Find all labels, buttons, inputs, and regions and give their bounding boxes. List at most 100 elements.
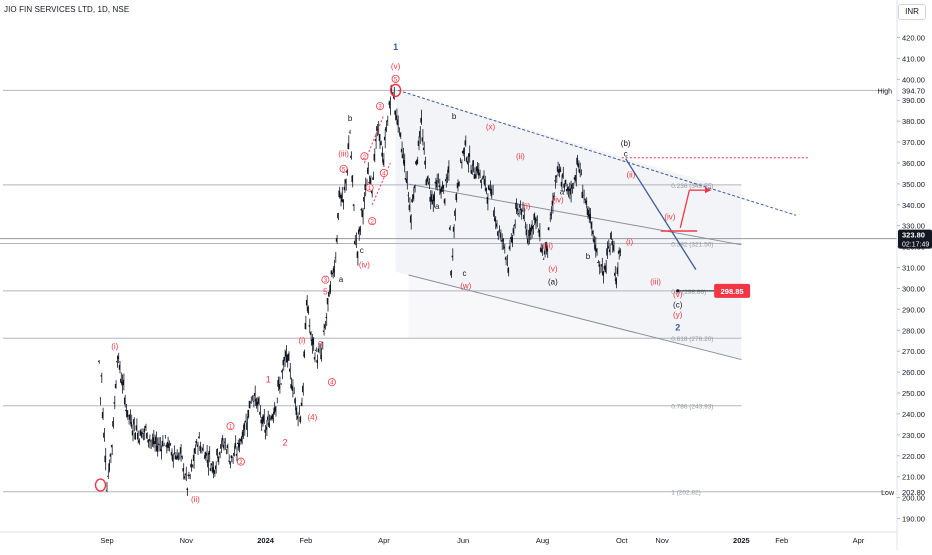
fib-level-label: 1 (202.82)	[671, 490, 701, 497]
wave-label: a	[435, 202, 440, 211]
price-tick-label: 330.00	[902, 222, 925, 231]
wave-label: 1	[266, 375, 271, 385]
price-tick-label: 350.00	[902, 180, 925, 189]
price-target-badge	[714, 283, 751, 298]
wave-label: b	[452, 112, 457, 121]
wave-label: c	[624, 150, 628, 159]
wave-label-circle	[379, 169, 388, 178]
wave-label: b	[348, 114, 353, 123]
fib-level-label: 0.5 (298.86)	[671, 289, 706, 296]
wave-label: 2	[675, 322, 680, 332]
wave-label: b	[586, 252, 591, 261]
price-tick-label: 380.00	[902, 117, 925, 126]
wave-label: (ii)	[626, 171, 635, 180]
price-tick-label: 340.00	[902, 201, 925, 210]
wave-label: (iii)	[542, 242, 553, 251]
price-tick-label: 410.00	[902, 54, 925, 63]
price-tick-label: 250.00	[902, 389, 925, 398]
wave-label-circle	[339, 164, 348, 173]
high-value: 394.70	[902, 86, 925, 95]
price-target-label: 298.85	[721, 287, 744, 296]
channel-lower-line	[408, 274, 742, 361]
wave-label-circle	[365, 183, 374, 192]
wave-label: a	[339, 275, 344, 284]
price-tick-label: 280.00	[902, 326, 925, 335]
time-tick-label: Apr	[853, 536, 865, 545]
time-tick-label: 2025	[733, 536, 750, 545]
wave-label-circle	[327, 378, 336, 387]
fib-level-label: 0.786 (243.93)	[671, 404, 713, 411]
time-tick-label: Jun	[457, 536, 469, 545]
high-ellipse-marker	[389, 83, 402, 98]
wave-label: 3	[318, 340, 323, 349]
wave-label: (v)	[673, 290, 683, 299]
wave-label: (v)	[548, 265, 558, 274]
price-tick-label: 420.00	[902, 33, 925, 42]
wave-label: a	[560, 187, 565, 196]
impulse-dotted-line	[371, 162, 391, 205]
wave-label: (iv)	[553, 196, 564, 205]
wave-label: (ii)	[516, 152, 525, 161]
time-tick-label: Oct	[616, 536, 629, 545]
wave-label: (iv)	[359, 261, 370, 270]
current-price-value: 323.80	[902, 231, 925, 240]
wave-label: 4	[330, 381, 334, 387]
wave-label: (v)	[391, 62, 401, 71]
time-tick-label: Apr	[378, 536, 390, 545]
wave-label: (iii)	[338, 150, 349, 159]
wave-label-circle	[321, 275, 330, 284]
price-tick-label: 400.00	[902, 75, 925, 84]
wave-label-circle	[391, 74, 400, 83]
price-tick-label: 270.00	[902, 347, 925, 356]
wave-label-circle	[368, 217, 377, 226]
price-tick-label: 230.00	[902, 431, 925, 440]
time-tick-label: Feb	[775, 536, 788, 545]
price-tick-label: 390.00	[902, 96, 925, 105]
price-tick-label: 290.00	[902, 305, 925, 314]
wave-label: (y)	[673, 311, 683, 320]
chart-title: JIO FIN SERVICES LTD, 1D, NSE	[4, 5, 130, 14]
fib-box-fill	[408, 184, 742, 339]
price-tick-label: 360.00	[902, 159, 925, 168]
wave-label: (i)	[523, 202, 530, 211]
wave-label: 5	[394, 77, 398, 83]
wave-label: 5	[323, 288, 328, 297]
wave-label: (4)	[308, 413, 318, 422]
wave-label: 2	[283, 437, 288, 447]
currency-button[interactable]: INR	[898, 4, 926, 20]
time-tick-label: Aug	[536, 536, 549, 545]
current-price-badge	[898, 229, 932, 249]
high-label: High	[878, 88, 893, 95]
wave-label-circle	[236, 457, 245, 466]
wave-label-circle	[375, 102, 384, 111]
wave-label: 1	[229, 425, 233, 431]
wave-label: (b)	[621, 139, 631, 148]
target-arrow-head	[705, 187, 712, 194]
price-tick-label: 210.00	[902, 473, 925, 482]
channel-upper-line	[398, 89, 797, 216]
wave-label: 2	[371, 220, 375, 226]
wave-label: 3	[378, 105, 382, 111]
wave-label: 5	[342, 167, 346, 173]
wave-label: (iv)	[664, 212, 675, 221]
time-tick-label: Nov	[655, 536, 669, 545]
current-price-countdown: 02:17:49	[902, 242, 929, 249]
wave-label: (c)	[673, 300, 683, 309]
time-tick-label: Nov	[180, 536, 194, 545]
wave-label: (a)	[548, 277, 558, 286]
time-tick-label: Sep	[100, 536, 113, 545]
target-arrow-shaft	[679, 189, 691, 228]
price-tick-label: 200.00	[902, 494, 925, 503]
fib-level-label: 0.618 (276.20)	[671, 336, 713, 343]
price-tick-label: 310.00	[902, 264, 925, 273]
fib-level-label: 0.382 (321.50)	[671, 241, 713, 248]
wave-label: c	[463, 269, 467, 278]
channel-mid-line	[408, 183, 742, 246]
wave-label: 1	[393, 42, 398, 52]
wave-label: (w)	[460, 281, 471, 290]
descending-trendline	[625, 158, 697, 270]
wave-label: 2	[239, 460, 243, 466]
price-tick-label: 240.00	[902, 410, 925, 419]
